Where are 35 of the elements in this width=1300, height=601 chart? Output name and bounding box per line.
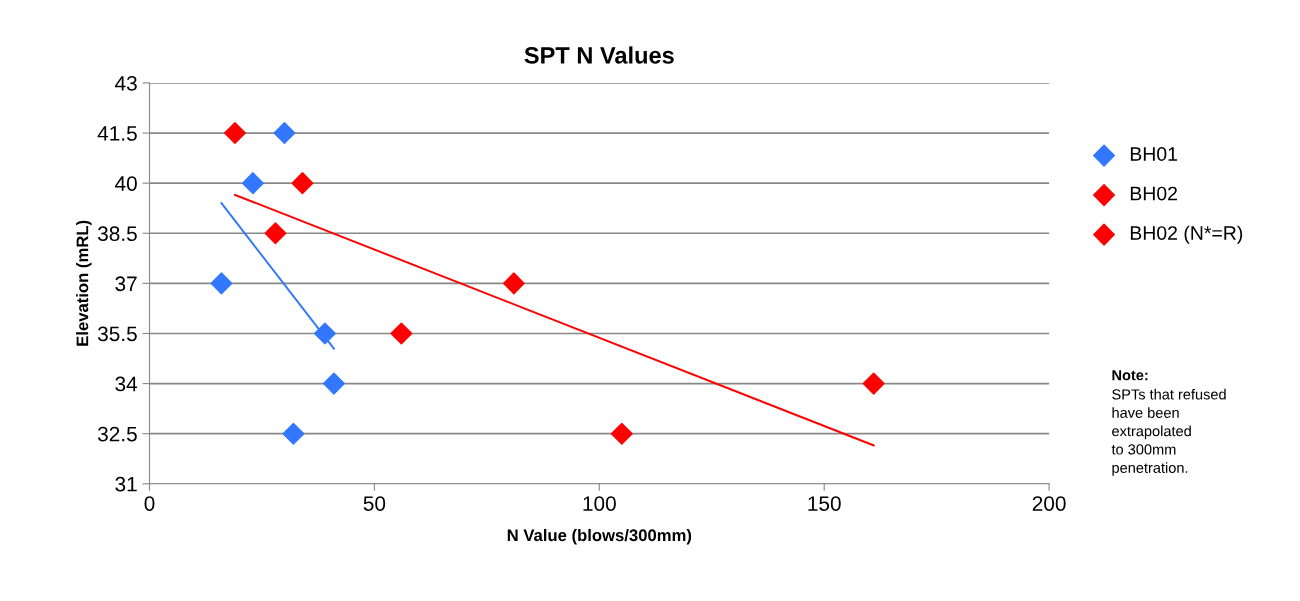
y-tick-label: 32.5 (97, 426, 137, 442)
point (390, 322, 413, 345)
x-tick-label: 100 (583, 496, 616, 511)
text: SPTs that refused have been extrapolated to 300mm penetration. (1111, 388, 1226, 476)
point (862, 372, 885, 395)
legend-label: BH02 (1130, 186, 1177, 201)
text: Note: (1112, 370, 1148, 381)
legend-label: BH02 (N*=R) (1130, 225, 1243, 244)
y-axis-title: Elevation (mRL) (76, 220, 92, 346)
x-tick-label: 0 (144, 496, 155, 511)
point (291, 172, 314, 195)
y-tick-label: 31 (115, 476, 137, 492)
point (610, 422, 633, 445)
legend-label: BH01 (1130, 147, 1177, 161)
x-tick-label: 50 (363, 496, 386, 511)
point (223, 122, 246, 145)
point (273, 122, 296, 145)
point (241, 172, 264, 195)
point (264, 222, 287, 245)
x-tick-label: 200 (1032, 496, 1066, 511)
y-tick-label: 35.5 (97, 326, 137, 342)
y-tick-label: 37 (115, 276, 137, 292)
point (210, 272, 233, 295)
y-tick-label: 43 (115, 75, 137, 91)
y-tick-label: 40 (115, 176, 137, 191)
point (313, 322, 336, 345)
y-tick-label: 34 (115, 376, 138, 392)
y-tick-label: 41.5 (97, 126, 137, 141)
point (282, 422, 305, 445)
chart-title: SPT N Values (524, 46, 674, 64)
point (322, 372, 345, 395)
point (502, 272, 525, 295)
x-tick-label: 150 (808, 496, 841, 511)
x-axis-title: N Value (blows/300mm) (507, 528, 692, 545)
y-tick-label: 38.5 (97, 226, 137, 242)
